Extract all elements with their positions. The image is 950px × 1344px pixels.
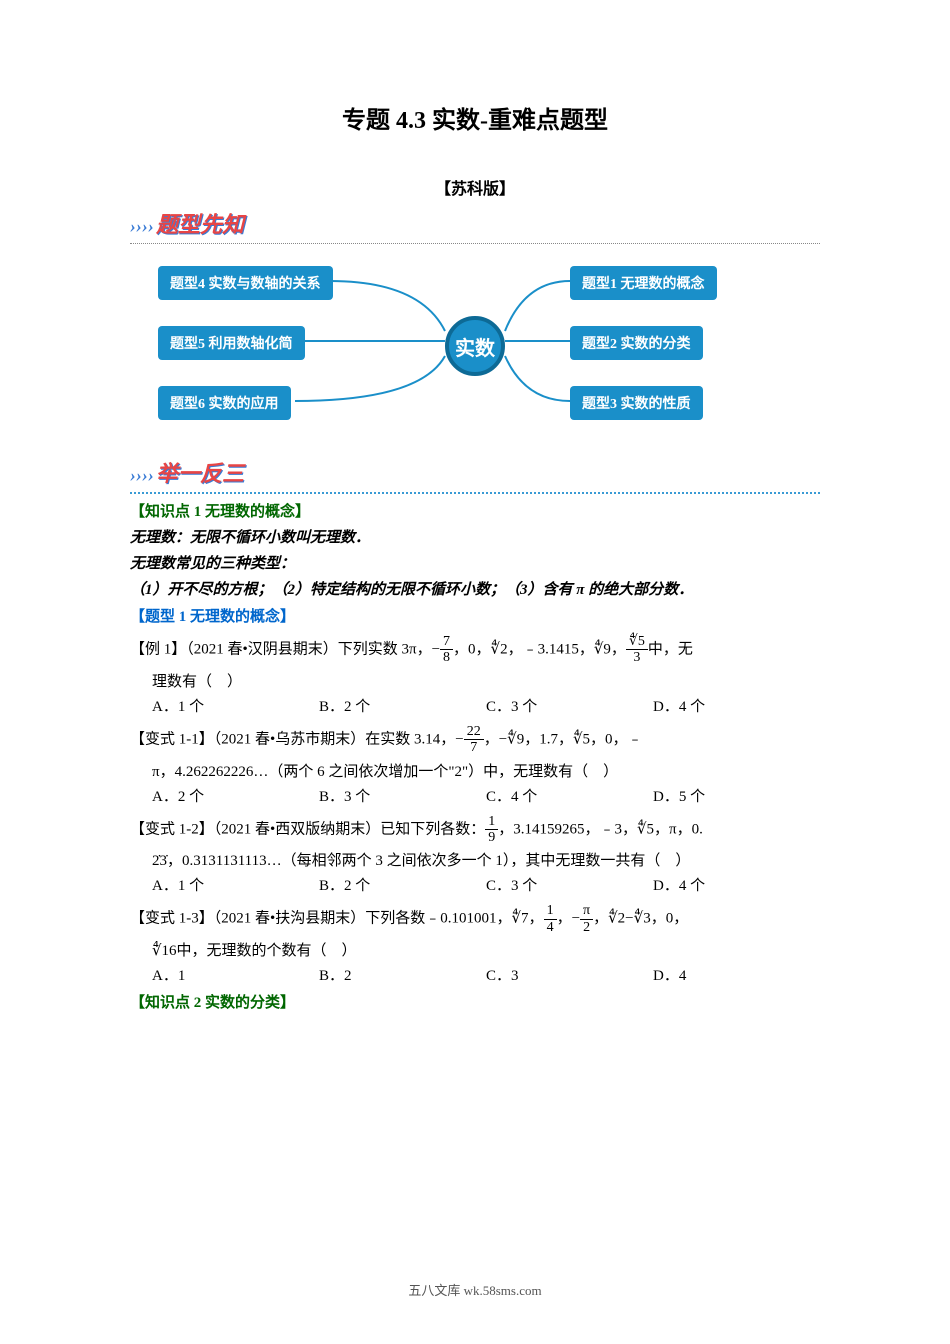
var13-opt-b: B．2 xyxy=(319,964,486,985)
frac-den: 4 xyxy=(544,920,557,935)
page-title: 专题 4.3 实数-重难点题型 xyxy=(130,100,820,135)
knowledge-types-label: 无理数常见的三种类型： xyxy=(130,552,820,573)
frac-num: 1 xyxy=(485,814,498,830)
var13-opt-c: C．3 xyxy=(486,964,653,985)
var13-prefix: 【变式 1-3】（2021 春•扶沟县期末）下列各数﹣0.101001，∜7， xyxy=(130,911,544,927)
frac-neg78-sign: − xyxy=(432,641,440,657)
frac-neg227-sign: − xyxy=(455,731,463,747)
topic-box-3: 题型3 实数的性质 xyxy=(570,386,703,420)
var13-mid2: ，∜2−∜3，0， xyxy=(593,911,688,927)
var11-prefix: 【变式 1-1】（2021 春•乌苏市期末）在实数 3.14， xyxy=(130,731,455,747)
var11-cont: π，4.262262226…（两个 6 之间依次增加一个"2"）中，无理数有（ … xyxy=(130,760,820,781)
variant-1-3: 【变式 1-3】（2021 春•扶沟县期末）下列各数﹣0.101001，∜7，1… xyxy=(130,903,820,935)
banner-practice: ››››举一反三 xyxy=(130,456,300,488)
ex1-cont: 理数有（ ） xyxy=(130,670,820,691)
frac-num: 7 xyxy=(440,634,453,650)
frac-den: 9 xyxy=(485,830,498,845)
var13-cont: ∜16中，无理数的个数有（ ） xyxy=(130,939,820,960)
frac-den: 8 xyxy=(440,650,453,665)
frac-neg227: 227 xyxy=(464,724,484,756)
var11-mid: ，−∜9，1.7，∜5，0，﹣ xyxy=(484,731,643,747)
knowledge-def: 无理数：无限不循环小数叫无理数． xyxy=(130,526,820,547)
variant-1-2: 【变式 1-2】（2021 春•西双版纳期末）已知下列各数：19，3.14159… xyxy=(130,814,820,846)
var11-opt-d: D．5 个 xyxy=(653,785,820,806)
var12-opt-b: B．2 个 xyxy=(319,874,486,895)
frac-num: ∜5 xyxy=(626,634,648,650)
ex1-opt-c: C．3 个 xyxy=(486,695,653,716)
var12-opt-a: A．1 个 xyxy=(152,874,319,895)
topic-box-5: 题型5 利用数轴化简 xyxy=(158,326,305,360)
knowledge-types: （1）开不尽的方根；（2）特定结构的无限不循环小数；（3）含有 π 的绝大部分数… xyxy=(130,578,820,599)
var12-opt-c: C．3 个 xyxy=(486,874,653,895)
example-1: 【例 1】（2021 春•汉阴县期末）下列实数 3π，−78，0，∜2，﹣3.1… xyxy=(130,634,820,666)
frac-one-ninth: 19 xyxy=(485,814,498,846)
ex1-prefix: 【例 1】（2021 春•汉阴县期末）下列实数 3π， xyxy=(130,641,432,657)
divider-line xyxy=(130,243,820,244)
frac-pi-half: π2 xyxy=(580,903,593,935)
var12-options: A．1 个 B．2 个 C．3 个 D．4 个 xyxy=(130,874,820,895)
frac-den: 2 xyxy=(580,920,593,935)
var11-opt-a: A．2 个 xyxy=(152,785,319,806)
topic-box-4: 题型4 实数与数轴的关系 xyxy=(158,266,333,300)
frac-one-fourth: 14 xyxy=(544,903,557,935)
var12-mid: ，3.14159265，﹣3，∜5，π，0. xyxy=(498,821,703,837)
center-topic: 实数 xyxy=(445,316,505,376)
var13-opt-d: D．4 xyxy=(653,964,820,985)
banner-practice-text: 举一反三 xyxy=(156,461,244,486)
frac-pihalf-sign: − xyxy=(572,911,580,927)
var11-opt-b: B．3 个 xyxy=(319,785,486,806)
banner-preview-text: 题型先知 xyxy=(156,212,244,237)
subtitle: 【苏科版】 xyxy=(130,175,820,199)
ex1-options: A．1 个 B．2 个 C．3 个 D．4 个 xyxy=(130,695,820,716)
topic-box-6: 题型6 实数的应用 xyxy=(158,386,291,420)
arrows-icon-2: ›››› xyxy=(130,465,154,485)
topic-box-1: 题型1 无理数的概念 xyxy=(570,266,717,300)
ex1-opt-d: D．4 个 xyxy=(653,695,820,716)
topic-box-2: 题型2 实数的分类 xyxy=(570,326,703,360)
var13-options: A．1 B．2 C．3 D．4 xyxy=(130,964,820,985)
var11-opt-c: C．4 个 xyxy=(486,785,653,806)
var12-opt-d: D．4 个 xyxy=(653,874,820,895)
banner-preview: ››››题型先知 xyxy=(130,207,300,239)
ex1-opt-a: A．1 个 xyxy=(152,695,319,716)
variant-1-1: 【变式 1-1】（2021 春•乌苏市期末）在实数 3.14，−227，−∜9，… xyxy=(130,724,820,756)
var12-prefix: 【变式 1-2】（2021 春•西双版纳期末）已知下列各数： xyxy=(130,821,485,837)
frac-den: 3 xyxy=(626,650,648,665)
arrows-icon: ›››› xyxy=(130,216,154,236)
topic-diagram: 题型4 实数与数轴的关系 题型5 利用数轴化简 题型6 实数的应用 题型1 无理… xyxy=(130,256,820,436)
footer-text: 五八文库 wk.58sms.com xyxy=(0,1280,950,1299)
ex1-opt-b: B．2 个 xyxy=(319,695,486,716)
frac-num: 1 xyxy=(544,903,557,919)
var13-opt-a: A．1 xyxy=(152,964,319,985)
knowledge-heading-2: 【知识点 2 实数的分类】 xyxy=(130,991,820,1012)
frac-neg78: 78 xyxy=(440,634,453,666)
blue-divider xyxy=(130,492,820,494)
ex1-suffix: 中，无 xyxy=(648,641,693,657)
var13-mid1: ， xyxy=(557,911,572,927)
frac-sqrt5-3: ∜53 xyxy=(626,634,648,666)
topic-type-1: 【题型 1 无理数的概念】 xyxy=(130,605,820,626)
frac-den: 7 xyxy=(464,740,484,755)
ex1-mid: ，0，∜2，﹣3.1415，∜9， xyxy=(453,641,626,657)
frac-num: 22 xyxy=(464,724,484,740)
var11-options: A．2 个 B．3 个 C．4 个 D．5 个 xyxy=(130,785,820,806)
frac-num: π xyxy=(580,903,593,919)
knowledge-heading-1: 【知识点 1 无理数的概念】 xyxy=(130,500,820,521)
var12-cont: 2̇3̇，0.3131131113…（每相邻两个 3 之间依次多一个 1），其中… xyxy=(130,849,820,870)
